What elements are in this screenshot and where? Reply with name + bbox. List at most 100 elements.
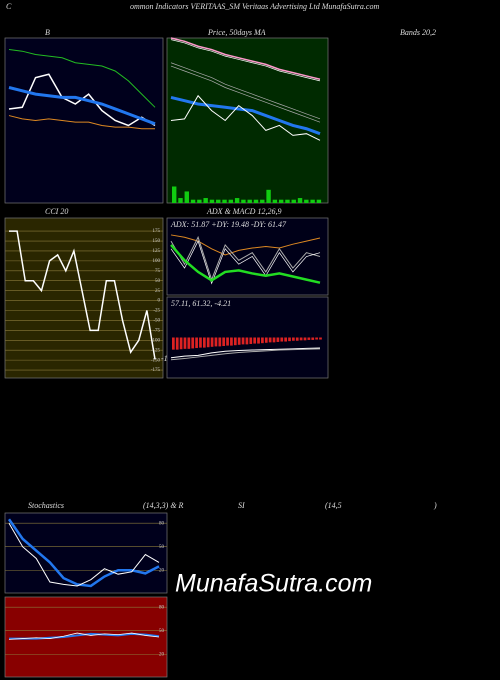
bar — [307, 337, 311, 340]
bar — [268, 337, 272, 343]
bar — [291, 199, 296, 203]
y-tick-label: 80 — [159, 605, 165, 610]
bar — [202, 337, 206, 348]
bar — [191, 337, 195, 349]
series-line — [8, 86, 156, 126]
bar — [303, 337, 307, 341]
series-line — [170, 94, 321, 141]
bar — [260, 199, 265, 203]
bar — [237, 337, 241, 345]
bar — [266, 189, 271, 203]
y-tick-label: 25 — [155, 289, 161, 294]
bar — [310, 199, 315, 203]
bar — [284, 337, 287, 342]
panel — [4, 596, 168, 678]
y-tick-label: -175 — [151, 368, 161, 373]
y-tick-label: -150 — [151, 358, 161, 363]
bar — [228, 199, 234, 203]
bar — [311, 337, 315, 340]
panel-title: ADX & MACD 12,26,9 — [206, 207, 281, 216]
bar — [183, 337, 187, 349]
bar — [247, 199, 252, 203]
bands-label: Bands 20,2 — [400, 28, 436, 37]
bar — [241, 199, 246, 203]
bar — [199, 337, 202, 348]
y-tick-label: 50 — [159, 545, 165, 550]
watermark: MunafaSutra.com — [175, 570, 372, 598]
y-tick-label: 50 — [155, 279, 161, 284]
series-line — [8, 49, 156, 108]
series-line — [7, 518, 160, 588]
series-line — [9, 230, 156, 360]
bar — [272, 337, 276, 343]
y-tick-label: 80 — [159, 521, 165, 526]
bar — [206, 337, 210, 348]
y-tick-label: 0 — [158, 299, 161, 304]
bar — [278, 199, 284, 203]
panel-subtitle: ADX: 51.87 +DY: 19.48 -DY: 61.47 — [170, 220, 287, 229]
bar — [234, 198, 240, 203]
bar — [172, 186, 177, 203]
bar — [288, 337, 291, 342]
series-line — [170, 244, 321, 284]
y-tick-label: -25 — [153, 309, 160, 314]
y-tick-label: 100 — [153, 259, 161, 264]
bar — [299, 337, 303, 341]
bar — [319, 337, 322, 340]
bar — [226, 337, 229, 346]
bar — [253, 337, 257, 344]
bar — [261, 337, 264, 344]
panel — [166, 37, 329, 204]
bar — [209, 199, 215, 203]
bar — [187, 337, 191, 349]
series-line — [170, 39, 321, 82]
bar — [272, 199, 278, 203]
series-line — [170, 234, 321, 256]
y-tick-label: 75 — [155, 269, 161, 274]
panel-title: CCI 20 — [45, 207, 68, 216]
bar — [285, 199, 290, 203]
y-tick-label: -50 — [153, 319, 160, 324]
bar — [316, 199, 322, 203]
bar — [222, 199, 227, 203]
series-line — [8, 115, 155, 130]
bar — [216, 199, 221, 203]
panel — [166, 217, 329, 296]
rsi-label: (14,5 — [325, 501, 342, 510]
series-line — [8, 522, 160, 587]
bar — [264, 337, 268, 343]
y-tick-label: 150 — [153, 239, 161, 244]
bar — [184, 191, 189, 203]
bar — [179, 337, 183, 350]
bar — [210, 337, 214, 347]
panel — [4, 37, 164, 204]
bar — [178, 198, 183, 203]
panel-title: B — [45, 28, 50, 37]
bar — [190, 199, 196, 203]
y-tick-label: 20 — [159, 652, 165, 657]
bar — [172, 337, 175, 350]
bar — [195, 337, 198, 349]
bar — [230, 337, 233, 346]
bar — [292, 337, 295, 341]
bar — [295, 337, 299, 341]
bar — [253, 199, 259, 203]
bar — [304, 199, 309, 203]
panel-title: Price, 50days MA — [207, 28, 266, 37]
panel — [4, 512, 168, 594]
series-line — [170, 348, 321, 361]
panel-title: 57.11, 61.32, -4.21 — [171, 299, 231, 308]
rsi-label: ) — [433, 501, 437, 510]
series-line — [170, 95, 321, 136]
bar — [297, 198, 303, 203]
y-tick-label: 50 — [159, 629, 165, 634]
y-tick-label: -75 — [153, 328, 160, 333]
y-tick-label: -100 — [151, 338, 161, 343]
series-line — [170, 347, 321, 359]
stoch-label: (14,3,3) & R — [143, 501, 184, 510]
bar — [241, 337, 245, 345]
series-line — [8, 632, 160, 640]
y-tick-label: 20 — [159, 568, 165, 573]
bar — [249, 337, 253, 344]
